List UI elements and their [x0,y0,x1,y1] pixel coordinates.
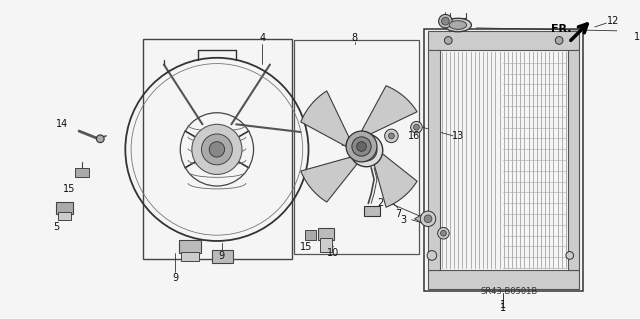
Bar [364,206,380,216]
Polygon shape [301,91,349,146]
Polygon shape [301,157,359,202]
Ellipse shape [444,18,472,32]
Circle shape [202,134,232,165]
Text: 3: 3 [400,215,406,225]
Circle shape [209,142,225,157]
Bar [181,252,198,261]
Circle shape [192,124,242,174]
Bar [428,50,440,270]
Bar [212,250,234,263]
Text: 11: 11 [634,32,640,41]
Circle shape [346,131,377,162]
Text: SR43-B0501B: SR43-B0501B [480,286,538,296]
Polygon shape [415,211,428,226]
Text: 8: 8 [352,33,358,42]
Text: 15: 15 [63,184,76,194]
Text: 1: 1 [500,300,506,310]
Circle shape [438,227,449,239]
Polygon shape [362,86,417,134]
Bar [179,240,200,254]
Bar [75,168,89,177]
Circle shape [424,215,432,223]
Circle shape [427,251,436,260]
Circle shape [411,122,422,133]
Bar [320,238,332,252]
Ellipse shape [356,140,377,161]
Text: 1: 1 [500,303,506,314]
Text: 16: 16 [408,131,420,141]
Text: 4: 4 [259,33,266,42]
Bar [428,270,579,289]
Circle shape [362,146,370,154]
Text: 12: 12 [607,16,620,26]
Bar [428,31,579,50]
Circle shape [388,133,394,139]
Circle shape [442,17,449,25]
Text: 5: 5 [52,222,59,233]
Circle shape [385,129,398,143]
Polygon shape [372,149,417,207]
Bar [143,40,292,259]
Bar [305,230,316,240]
Text: FR.: FR. [552,24,572,34]
Text: 9: 9 [219,251,225,261]
Bar [318,228,333,240]
Bar [56,202,73,214]
Circle shape [420,211,436,226]
Ellipse shape [449,21,467,29]
Bar [568,50,579,270]
Circle shape [556,37,563,44]
Bar [294,41,419,255]
Circle shape [440,230,446,236]
Text: 2: 2 [378,198,384,208]
Text: 13: 13 [452,131,464,141]
Circle shape [413,124,419,130]
Circle shape [438,14,452,28]
Text: 15: 15 [300,242,313,252]
Text: 14: 14 [56,119,68,129]
Text: 10: 10 [328,248,340,257]
Ellipse shape [360,145,372,156]
Bar [58,212,71,220]
Circle shape [444,37,452,44]
Text: 9: 9 [172,273,179,283]
Bar [424,29,583,291]
Circle shape [356,142,366,151]
Text: 7: 7 [395,209,401,219]
Ellipse shape [350,134,383,167]
Circle shape [566,252,573,259]
Circle shape [352,137,371,156]
Circle shape [97,135,104,143]
